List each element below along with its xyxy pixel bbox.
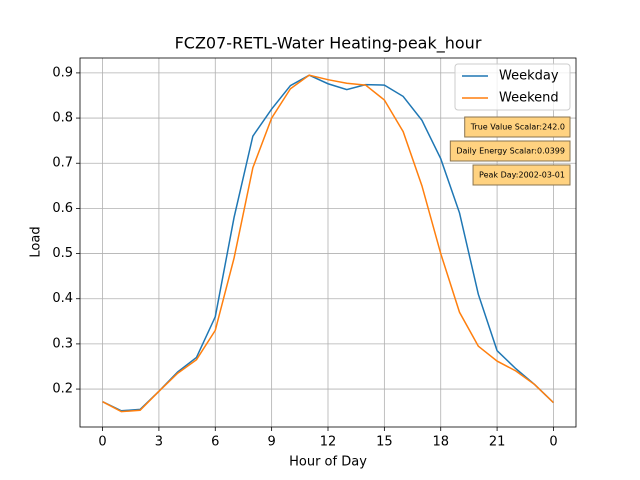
- x-tick-label: 18: [432, 435, 449, 450]
- annotation: Daily Energy Scalar:0.0399: [456, 147, 565, 156]
- annotation: True Value Scalar:242.0: [470, 123, 565, 132]
- y-tick-label: 0.8: [52, 111, 73, 126]
- y-tick-label: 0.3: [52, 336, 73, 351]
- y-tick-label: 0.2: [52, 382, 73, 397]
- x-tick-label: 21: [489, 435, 506, 450]
- x-tick-label: 6: [211, 435, 219, 450]
- x-tick-label: 3: [155, 435, 163, 450]
- y-tick-label: 0.6: [52, 201, 73, 216]
- y-axis-label: Load: [29, 226, 44, 257]
- chart-title: FCZ07-RETL-Water Heating-peak_hour: [175, 34, 482, 54]
- x-tick-label: 15: [376, 435, 393, 450]
- x-tick-label: 0: [549, 435, 557, 450]
- x-axis-label: Hour of Day: [289, 455, 367, 470]
- annotation-box: [464, 116, 571, 138]
- y-tick-label: 0.5: [52, 246, 73, 261]
- x-tick-label: 9: [267, 435, 275, 450]
- plot-frame: [79, 57, 577, 428]
- y-tick-label: 0.4: [52, 291, 73, 306]
- line-series: [102, 74, 554, 413]
- annotation: Peak Day:2002-03-01: [479, 171, 565, 180]
- x-tick-label: 12: [320, 435, 337, 450]
- annotation-box: [449, 140, 571, 162]
- y-tick-label: 0.9: [52, 65, 73, 80]
- annotation-box: [472, 164, 571, 186]
- x-tick-label: 0: [98, 435, 106, 450]
- line-series: [102, 74, 554, 412]
- legend-label: Weekend: [499, 91, 559, 106]
- legend-label: Weekday: [499, 69, 559, 84]
- y-tick-label: 0.7: [52, 156, 73, 171]
